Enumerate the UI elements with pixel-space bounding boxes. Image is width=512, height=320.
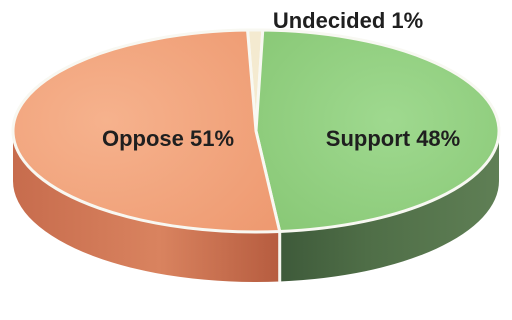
- pie-tops: [11, 28, 501, 234]
- pie-sides: [13, 131, 499, 282]
- pie-side-support: [279, 131, 499, 282]
- slice-label-oppose: Oppose 51%: [102, 126, 234, 151]
- pie-slice-support: [254, 28, 501, 234]
- pie-slice-oppose: [11, 28, 282, 234]
- slice-label-undecided: Undecided 1%: [273, 8, 423, 33]
- slice-label-support: Support 48%: [326, 126, 460, 151]
- pie-side-oppose: [13, 131, 280, 282]
- pie-labels: Undecided 1% Support 48% Oppose 51%: [102, 8, 460, 151]
